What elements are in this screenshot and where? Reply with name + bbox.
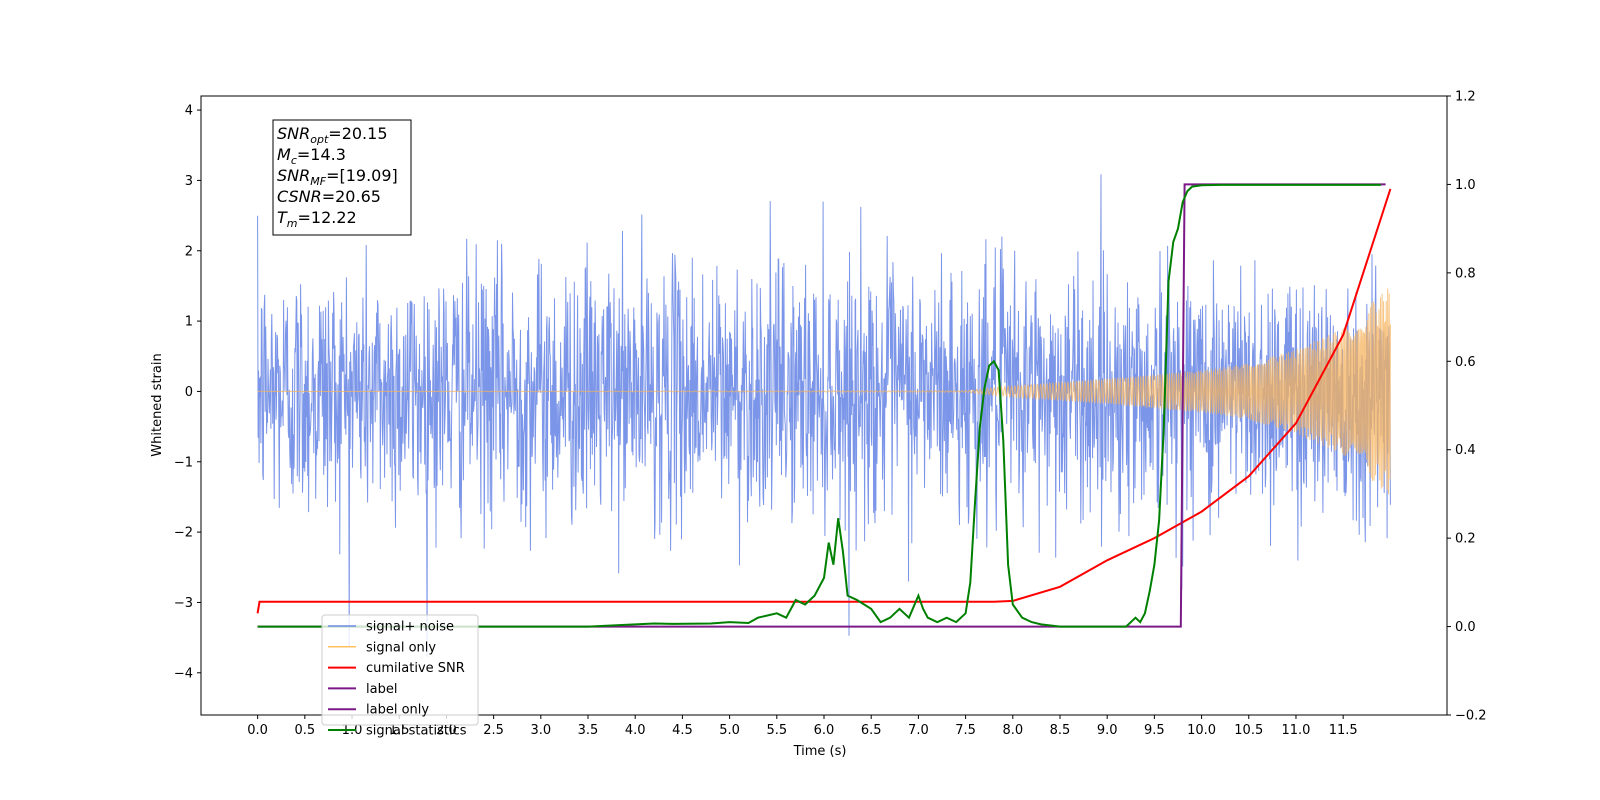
annotation-line: Mc=14.3: [277, 145, 346, 167]
x-tick-label: 4.0: [625, 723, 646, 738]
legend-label: label: [366, 682, 397, 697]
legend-label: cumilative SNR: [366, 661, 465, 676]
x-tick-label: 3.5: [578, 723, 599, 738]
annotation-line: Tm=12.22: [277, 208, 357, 230]
legend-label: signal only: [366, 640, 436, 655]
y-tick-label-left: 2: [185, 244, 193, 259]
signal-noise-trace: [257, 174, 1391, 657]
y-tick-label-right: 0.6: [1455, 355, 1476, 370]
x-tick-label: 8.5: [1050, 723, 1071, 738]
x-tick-label: 0.0: [247, 723, 268, 738]
series-layer: [256, 174, 1392, 657]
signal-only-trace: [257, 288, 1391, 495]
x-tick-label: 9.5: [1144, 723, 1165, 738]
annotation-line: SNRMF=[19.09]: [277, 166, 398, 188]
y-tick-label-right: −0.2: [1455, 709, 1487, 724]
x-tick-label: 4.5: [672, 723, 693, 738]
x-tick-label: 8.0: [1002, 723, 1023, 738]
x-tick-label: 10.0: [1187, 723, 1216, 738]
x-tick-label: 1.5: [389, 723, 410, 738]
x-tick-label: 10.5: [1234, 723, 1263, 738]
x-tick-label: 7.0: [908, 723, 929, 738]
y-axis-left: −4 −3 −2 −1 0 1 2 3 4: [174, 104, 201, 681]
y-tick-label-left: −4: [174, 666, 193, 681]
x-tick-label: 9.0: [1097, 723, 1118, 738]
y-tick-label-right: 0.8: [1455, 266, 1476, 281]
y-tick-label-right: 1.0: [1455, 178, 1476, 193]
y-tick-label-left: 3: [185, 174, 193, 189]
x-axis-label: Time (s): [793, 744, 847, 759]
y-axis-right: −0.2 0.0 0.2 0.4 0.6 0.8 1.0 1.2: [1447, 90, 1487, 724]
x-tick-label: 2.0: [436, 723, 457, 738]
x-tick-label: 6.5: [861, 723, 882, 738]
y-tick-label-right: 0.2: [1455, 532, 1476, 547]
legend-label: signal statistics: [366, 724, 467, 739]
y-tick-label-left: 0: [185, 385, 193, 400]
stats-annotation-box: SNRopt=20.15Mc=14.3SNRMF=[19.09]CSNR=20.…: [272, 119, 412, 236]
x-tick-label: 11.5: [1329, 723, 1358, 738]
annotation-line: SNRopt=20.15: [277, 124, 388, 146]
x-tick-label: 7.5: [955, 723, 976, 738]
legend: signal+ noise signal only cumilative SNR la…: [321, 614, 479, 739]
cumulative-snr-line: [256, 188, 1392, 614]
legend-label: signal+ noise: [366, 620, 454, 635]
x-tick-label: 3.0: [530, 723, 551, 738]
x-tick-label: 0.5: [294, 723, 315, 738]
x-tick-label: 5.5: [766, 723, 787, 738]
y-tick-label-left: −3: [174, 596, 193, 611]
y-tick-label-left: −2: [174, 526, 193, 541]
legend-frame: [321, 614, 479, 726]
x-tick-label: 11.0: [1281, 723, 1310, 738]
legend-label: label only: [366, 703, 429, 718]
x-tick-label: 2.5: [483, 723, 504, 738]
annotation-line: CSNR=20.65: [277, 187, 381, 206]
x-tick-label: 6.0: [814, 723, 835, 738]
y-tick-label-right: 1.2: [1455, 90, 1476, 105]
y-axis-label: Whitened strain: [150, 353, 165, 456]
y-tick-label-right: 0.0: [1455, 620, 1476, 635]
y-tick-label-left: 1: [185, 315, 193, 330]
x-axis: 0.0 0.5 1.0 1.5 2.0 2.5 3.0 3.5 4.0 4.5 5.0 5.5 6.0 6…: [247, 715, 1358, 738]
annotation-frame: [272, 119, 412, 236]
signal-statistics-line: [257, 183, 1381, 628]
y-tick-label-left: 4: [185, 104, 193, 119]
y-tick-label-right: 0.4: [1455, 443, 1476, 458]
x-tick-label: 5.0: [719, 723, 740, 738]
y-tick-label-left: −1: [174, 455, 193, 470]
